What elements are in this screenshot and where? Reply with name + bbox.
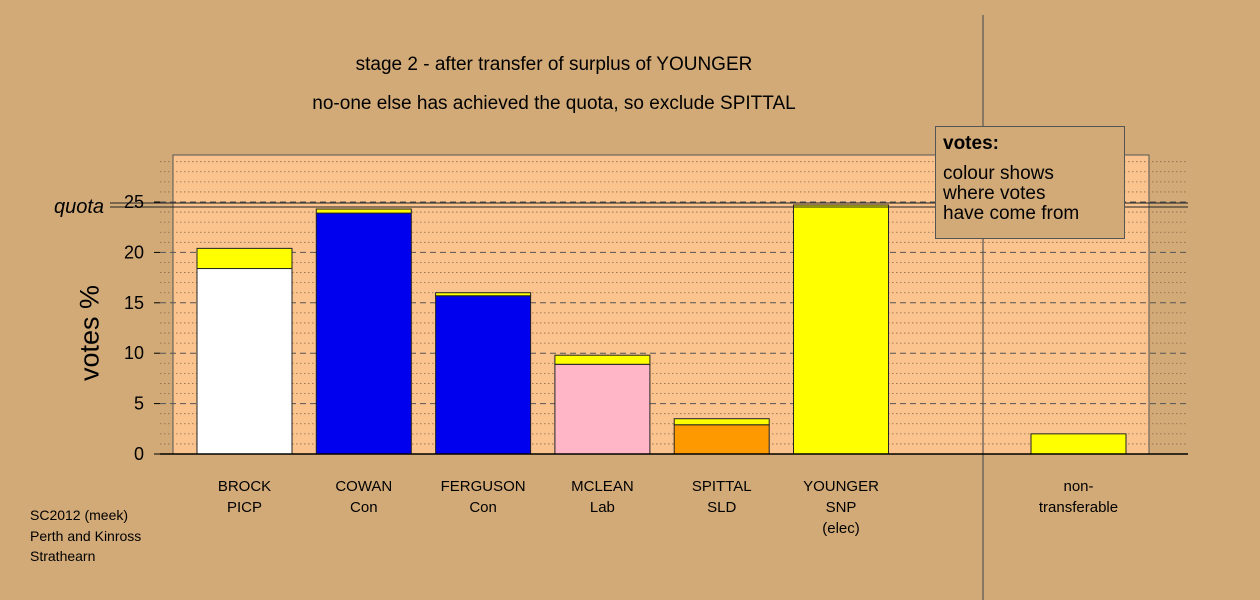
footer-line-1: SC2012 (meek) — [30, 507, 129, 523]
bar-mclean-segment-2 — [554, 354, 651, 365]
x-tick-label: PICP — [227, 499, 262, 516]
bar-nontransferable-segment-1 — [1030, 433, 1127, 455]
footer-line-2: Perth and Kinross — [30, 528, 142, 544]
bar-younger-segment-1 — [793, 204, 889, 455]
y-tick-label: 5 — [134, 394, 144, 414]
legend-line-2: where votes — [943, 183, 1046, 204]
footer-line-3: Strathearn — [30, 548, 96, 564]
x-tick-label: (elec) — [822, 520, 860, 537]
chart-subtitle: no-one else has achieved the quota, so e… — [312, 93, 796, 114]
x-tick-label: BROCK — [218, 478, 271, 495]
x-tick-label: SNP — [826, 499, 857, 516]
legend-box: votes: colour shows where votes have com… — [935, 126, 1125, 239]
bar-cowan-segment-2 — [315, 208, 412, 214]
y-tick-label: 25 — [124, 192, 144, 212]
x-tick-label: Con — [350, 499, 378, 516]
y-tick-label: 20 — [124, 242, 144, 262]
bar-spittal-segment-1 — [673, 424, 770, 455]
x-tick-label: non- — [1063, 478, 1093, 495]
x-tick-label: SLD — [707, 499, 736, 516]
x-tick-label: YOUNGER — [803, 478, 879, 495]
x-tick-label: transferable — [1039, 499, 1118, 516]
bar-ferguson-segment-1 — [435, 295, 532, 455]
x-tick-label: FERGUSON — [441, 478, 526, 495]
y-tick-label: 10 — [124, 343, 144, 363]
legend-title: votes: — [943, 133, 999, 154]
y-tick-label: 0 — [134, 444, 144, 464]
bar-ferguson-segment-2 — [435, 292, 532, 297]
chart-title: stage 2 - after transfer of surplus of Y… — [355, 54, 753, 75]
legend-line-1: colour shows — [943, 163, 1054, 184]
bar-spittal-segment-2 — [673, 418, 770, 426]
quota-label: quota — [54, 196, 105, 218]
x-tick-label: SPITTAL — [692, 478, 752, 495]
legend-line-3: have come from — [943, 203, 1080, 224]
y-axis-label: votes % — [74, 284, 105, 382]
x-tick-label: Con — [469, 499, 497, 516]
bar-brock-segment-2 — [196, 247, 293, 270]
bar-brock-segment-1 — [196, 268, 293, 455]
y-tick-label: 15 — [124, 293, 144, 313]
x-tick-label: Lab — [590, 499, 615, 516]
x-tick-label: MCLEAN — [571, 478, 634, 495]
bar-mclean-segment-1 — [554, 363, 651, 455]
x-tick-label: COWAN — [335, 478, 392, 495]
bar-cowan-segment-1 — [315, 212, 412, 455]
